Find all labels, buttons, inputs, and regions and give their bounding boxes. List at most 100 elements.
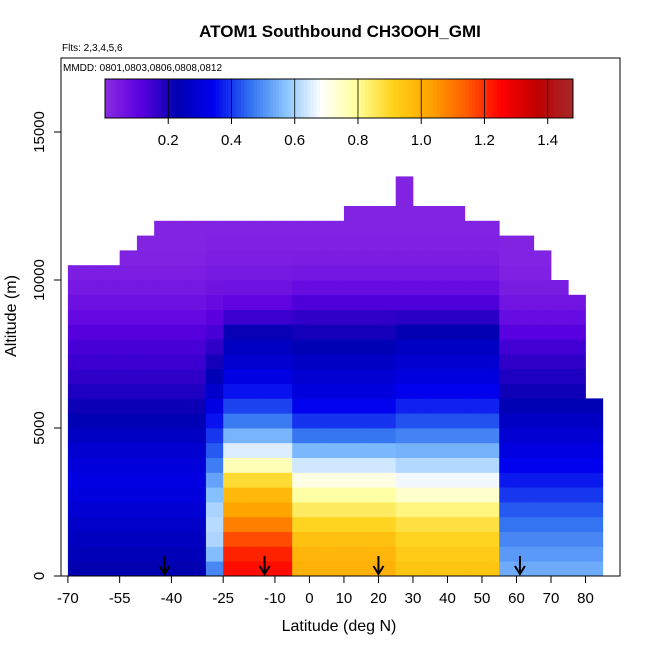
heatmap-cell	[430, 235, 448, 251]
colorbar-segment	[266, 79, 270, 118]
heatmap-cell	[274, 368, 293, 384]
heatmap-cell	[516, 368, 535, 384]
colorbar-segment	[301, 79, 305, 118]
heatmap-cell	[481, 309, 500, 325]
heatmap-cell	[533, 561, 552, 577]
heatmap-cell	[102, 294, 121, 310]
heatmap-cell	[274, 354, 293, 370]
heatmap-cell	[481, 398, 500, 414]
heatmap-cell	[205, 472, 224, 488]
heatmap-cell	[171, 502, 190, 518]
heatmap-cell	[136, 294, 155, 310]
heatmap-cell	[171, 472, 190, 488]
colorbar-segment	[146, 79, 150, 118]
heatmap-cell	[343, 383, 362, 399]
heatmap-cell	[412, 339, 431, 355]
heatmap-cell	[343, 413, 362, 429]
x-tick-label: 30	[405, 590, 422, 607]
heatmap-cell	[395, 265, 414, 281]
heatmap-cell	[205, 516, 224, 532]
heatmap-cell	[119, 354, 138, 370]
heatmap-cell	[102, 472, 121, 488]
heatmap-cell	[568, 428, 586, 444]
heatmap-cell	[102, 442, 121, 458]
heatmap-cell	[205, 339, 224, 355]
colorbar-segment	[478, 79, 482, 118]
heatmap-cell	[85, 383, 103, 399]
heatmap-cell	[533, 413, 552, 429]
heatmap-cell	[188, 442, 207, 458]
heatmap-cell	[361, 339, 379, 355]
heatmap-cell	[447, 354, 466, 370]
colorbar-segment	[326, 79, 331, 118]
heatmap-cell	[326, 428, 345, 444]
heatmap-cell	[361, 442, 379, 458]
heatmap-cell	[309, 457, 328, 473]
colorbar-tick-label: 1.4	[537, 132, 558, 149]
heatmap-cell	[119, 398, 138, 414]
heatmap-cell	[171, 383, 190, 399]
heatmap-cell	[568, 339, 586, 355]
arrow-markers	[158, 556, 526, 576]
heatmap-cell	[361, 413, 379, 429]
heatmap-cell	[361, 383, 379, 399]
colorbar-segment	[560, 79, 565, 118]
heatmap-cell	[119, 339, 138, 355]
colorbar-segment	[294, 79, 299, 118]
heatmap-cell	[499, 502, 517, 518]
heatmap-cell	[568, 561, 586, 577]
heatmap-cell	[223, 368, 241, 384]
colorbar-segment	[512, 79, 517, 118]
heatmap-cell	[85, 294, 103, 310]
heatmap-cell	[447, 516, 466, 532]
colorbar-segment	[269, 79, 274, 118]
heatmap-cell	[516, 294, 535, 310]
heatmap-cell	[223, 250, 241, 266]
heatmap-cell	[430, 442, 448, 458]
heatmap-cell	[67, 428, 86, 444]
heatmap-cell	[326, 531, 345, 547]
heatmap-cell	[378, 561, 397, 577]
heatmap-cell	[154, 280, 172, 296]
heatmap-cell	[136, 398, 155, 414]
colorbar-segment	[142, 79, 147, 118]
heatmap-cell	[430, 428, 448, 444]
heatmap-cell	[119, 531, 138, 547]
heatmap-cell	[257, 472, 276, 488]
heatmap-cell	[464, 368, 483, 384]
plot-frame	[60, 57, 621, 577]
heatmap-cell	[257, 220, 276, 236]
heatmap-cell	[309, 413, 328, 429]
heatmap-cell	[361, 428, 379, 444]
heatmap-cell	[171, 546, 190, 562]
heatmap-cell	[395, 428, 414, 444]
heatmap-cell	[240, 354, 259, 370]
colorbar-segment	[240, 79, 245, 118]
heatmap-cell	[67, 309, 86, 325]
heatmap-cell	[102, 309, 121, 325]
heatmap-cell	[240, 294, 259, 310]
heatmap-cell	[412, 561, 431, 577]
heatmap-cell	[205, 354, 224, 370]
heatmap-cell	[533, 531, 552, 547]
heatmap-cell	[240, 220, 259, 236]
heatmap-cell	[361, 531, 379, 547]
colorbar-frame	[104, 78, 574, 119]
heatmap-cell	[309, 546, 328, 562]
heatmap-cell	[188, 309, 207, 325]
colorbar-segment	[105, 79, 109, 118]
colorbar-segment	[108, 79, 112, 118]
heatmap-cell	[119, 250, 138, 266]
x-tick-label: -10	[264, 590, 286, 607]
heatmap-cell	[136, 428, 155, 444]
heatmap-cell	[274, 309, 293, 325]
heatmap-cell	[447, 413, 466, 429]
heatmap-cell	[102, 383, 121, 399]
heatmap-cell	[326, 309, 345, 325]
heatmap-cell	[154, 413, 172, 429]
heatmap-cell	[430, 398, 448, 414]
colorbar-segment	[405, 79, 410, 118]
heatmap-cell	[361, 457, 379, 473]
colorbar-segment	[474, 79, 479, 118]
heatmap-cell	[447, 487, 466, 503]
